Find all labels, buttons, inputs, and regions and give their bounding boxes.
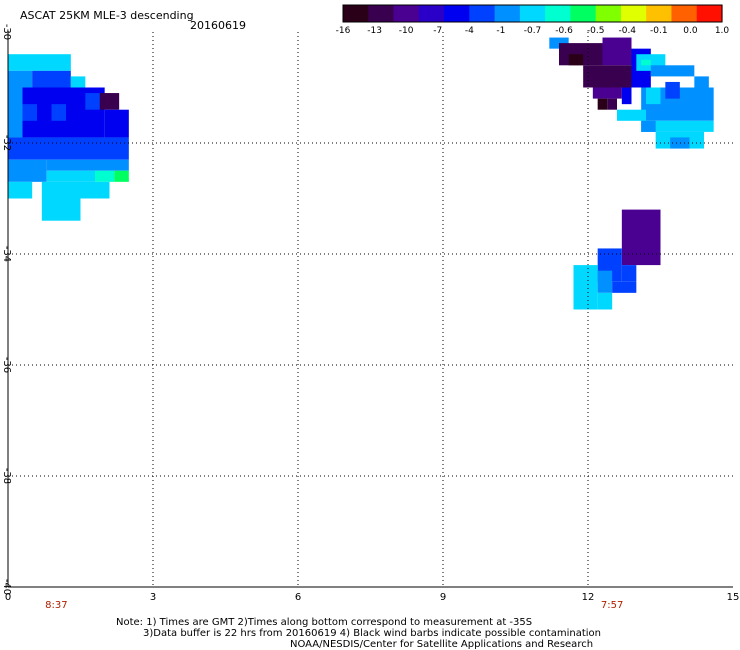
y-axis-label: -38 bbox=[1, 467, 12, 485]
y-axis-label: -30 bbox=[1, 23, 12, 41]
map-title: ASCAT 25KM MLE-3 descending bbox=[20, 9, 194, 22]
data-cell-25 bbox=[583, 65, 632, 88]
data-cell-39 bbox=[641, 120, 656, 132]
colorbar-swatch-7 bbox=[519, 5, 546, 22]
colorbar-tick-label: -4 bbox=[464, 26, 474, 36]
data-cell-44 bbox=[621, 265, 637, 282]
colorbar-swatch-5 bbox=[469, 5, 496, 22]
data-cell-22 bbox=[568, 54, 584, 66]
plot-frame bbox=[7, 32, 733, 588]
x-axis-label: 0 bbox=[4, 592, 12, 603]
x-axis-label: 9 bbox=[439, 592, 447, 603]
colorbar-swatch-10 bbox=[595, 5, 622, 22]
data-cell-11 bbox=[8, 137, 129, 160]
colorbar-tick-label: -0.7 bbox=[523, 26, 542, 36]
data-cell-13 bbox=[46, 159, 129, 171]
data-cell-19 bbox=[41, 198, 81, 221]
data-cell-32 bbox=[650, 65, 695, 77]
data-cell-1 bbox=[8, 70, 33, 88]
y-axis-label: -36 bbox=[1, 356, 12, 374]
time-label: 8:37 bbox=[45, 600, 68, 611]
data-cell-35 bbox=[617, 109, 646, 121]
data-cell-28 bbox=[597, 98, 608, 110]
data-cell-2 bbox=[32, 70, 71, 88]
data-cell-15 bbox=[46, 170, 95, 182]
colorbar-swatch-9 bbox=[570, 5, 597, 22]
colorbar-tick-label: -0.4 bbox=[618, 26, 637, 36]
x-axis-label: 15 bbox=[726, 592, 740, 603]
map-date: 20160619 bbox=[190, 19, 246, 32]
colorbar-swatch-13 bbox=[671, 5, 698, 22]
data-cell-48 bbox=[597, 292, 613, 310]
colorbar-swatch-8 bbox=[545, 5, 571, 22]
note-line-2: 3)Data buffer is 22 hrs from 20160619 4)… bbox=[143, 628, 601, 639]
colorbar-swatch-14 bbox=[696, 5, 723, 22]
time-label: 7:57 bbox=[600, 600, 624, 611]
data-cell-38 bbox=[641, 120, 714, 132]
data-cells bbox=[8, 37, 714, 310]
data-cell-4 bbox=[8, 87, 23, 138]
colorbar-tick-label: -13 bbox=[367, 26, 382, 36]
colorbar-swatch-0 bbox=[343, 5, 369, 22]
data-cell-45 bbox=[573, 265, 598, 310]
data-cell-47 bbox=[612, 281, 637, 293]
data-cell-29 bbox=[607, 98, 617, 110]
colorbar-tick-label: -16 bbox=[335, 26, 351, 36]
colorbar-swatch-2 bbox=[393, 5, 420, 22]
colorbar-tick-label: -0.6 bbox=[555, 26, 573, 36]
colorbar-swatch-4 bbox=[444, 5, 470, 22]
colorbar-border bbox=[342, 4, 723, 23]
x-axis-label: 6 bbox=[294, 592, 302, 603]
data-cell-37 bbox=[665, 81, 680, 99]
y-axis-label: -34 bbox=[1, 245, 12, 263]
data-cell-8 bbox=[22, 104, 37, 121]
note-line-1: Note: 1) Times are GMT 2)Times along bot… bbox=[116, 617, 533, 628]
data-cell-23 bbox=[602, 37, 632, 66]
data-cell-31 bbox=[641, 59, 651, 66]
colorbar-tick-label: 1.0 bbox=[714, 26, 730, 36]
data-cell-26 bbox=[592, 87, 622, 99]
colorbar-swatch-6 bbox=[494, 5, 521, 22]
data-cell-36 bbox=[646, 87, 661, 105]
x-axis-label: 12 bbox=[581, 592, 595, 603]
colorbar-tick-label: -1 bbox=[496, 26, 506, 36]
colorbar-tick-label: -0.1 bbox=[650, 26, 668, 36]
data-cell-46 bbox=[597, 270, 613, 293]
data-cell-42 bbox=[621, 209, 661, 266]
data-cell-16 bbox=[95, 170, 115, 182]
data-cell-10 bbox=[104, 109, 129, 138]
grid-lines bbox=[8, 32, 733, 587]
data-cell-12 bbox=[8, 159, 47, 182]
colorbar-swatch-3 bbox=[418, 5, 445, 22]
colorbar-swatch-1 bbox=[368, 5, 395, 22]
note-line-3: NOAA/NESDIS/Center for Satellite Applica… bbox=[290, 639, 594, 650]
colorbar-tick-label: -10 bbox=[398, 26, 414, 36]
colorbar-tick-label: -0.5 bbox=[586, 26, 605, 36]
data-cell-7 bbox=[99, 93, 120, 110]
data-cell-33 bbox=[694, 76, 709, 88]
colorbar-swatch-12 bbox=[646, 5, 673, 22]
data-cell-18 bbox=[41, 181, 110, 199]
data-cell-0 bbox=[8, 54, 71, 71]
colorbar-tick-label: 0.0 bbox=[683, 26, 698, 36]
y-axis-label: -32 bbox=[1, 134, 12, 152]
data-cell-9 bbox=[51, 104, 66, 121]
x-axis-label: 3 bbox=[149, 592, 157, 603]
data-cell-41 bbox=[670, 137, 690, 149]
data-cell-6 bbox=[85, 93, 100, 110]
data-cell-17 bbox=[114, 170, 129, 182]
colorbar-tick-label: -7 bbox=[433, 26, 443, 36]
data-cell-27 bbox=[621, 87, 632, 105]
colorbar-swatch-11 bbox=[620, 5, 647, 22]
colorbar bbox=[342, 4, 723, 23]
data-cell-14 bbox=[8, 181, 33, 199]
